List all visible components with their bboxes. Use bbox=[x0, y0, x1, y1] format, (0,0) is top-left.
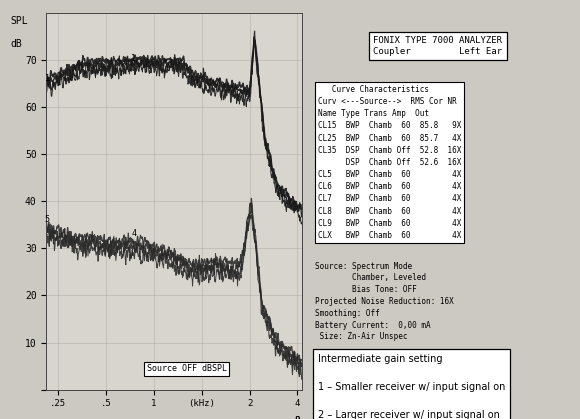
Text: Source OFF dBSPL: Source OFF dBSPL bbox=[147, 365, 227, 373]
Text: 8: 8 bbox=[295, 416, 300, 419]
Text: Intermediate gain setting

1 – Smaller receiver w/ input signal on

2 – Larger r: Intermediate gain setting 1 – Smaller re… bbox=[318, 354, 505, 419]
Text: 5: 5 bbox=[45, 215, 50, 224]
Text: SPL: SPL bbox=[10, 16, 28, 26]
Text: Curve Characteristics
Curv <---Source-->  RMS Cor NR
Name Type Trans Amp  Out
CL: Curve Characteristics Curv <---Source-->… bbox=[318, 85, 461, 240]
Text: dB: dB bbox=[10, 39, 23, 49]
Text: 1: 1 bbox=[131, 54, 136, 63]
Text: FONIX TYPE 7000 ANALYZER
Coupler         Left Ear: FONIX TYPE 7000 ANALYZER Coupler Left Ea… bbox=[374, 36, 502, 56]
Text: 4: 4 bbox=[131, 230, 136, 238]
Text: Source: Spectrum Mode
        Chamber, Leveled
        Bias Tone: OFF
Projected : Source: Spectrum Mode Chamber, Leveled B… bbox=[316, 261, 454, 341]
Text: 1: 1 bbox=[45, 74, 50, 83]
Text: 8: 8 bbox=[295, 416, 300, 419]
